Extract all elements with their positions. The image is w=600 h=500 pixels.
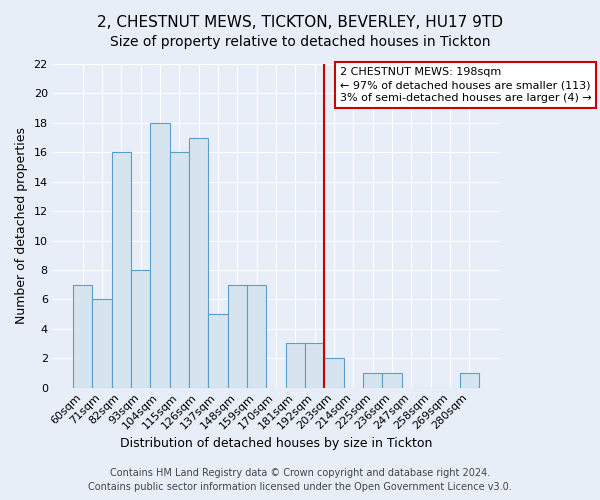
X-axis label: Distribution of detached houses by size in Tickton: Distribution of detached houses by size … bbox=[120, 437, 432, 450]
Bar bbox=[208, 314, 227, 388]
Y-axis label: Number of detached properties: Number of detached properties bbox=[15, 128, 28, 324]
Bar bbox=[363, 373, 382, 388]
Text: 2, CHESTNUT MEWS, TICKTON, BEVERLEY, HU17 9TD: 2, CHESTNUT MEWS, TICKTON, BEVERLEY, HU1… bbox=[97, 15, 503, 30]
Bar bbox=[151, 123, 170, 388]
Bar bbox=[92, 300, 112, 388]
Bar bbox=[325, 358, 344, 388]
Text: Size of property relative to detached houses in Tickton: Size of property relative to detached ho… bbox=[110, 35, 490, 49]
Bar bbox=[227, 284, 247, 388]
Bar bbox=[247, 284, 266, 388]
Bar bbox=[112, 152, 131, 388]
Bar bbox=[170, 152, 189, 388]
Bar bbox=[189, 138, 208, 388]
Text: 2 CHESTNUT MEWS: 198sqm
← 97% of detached houses are smaller (113)
3% of semi-de: 2 CHESTNUT MEWS: 198sqm ← 97% of detache… bbox=[340, 67, 592, 104]
Bar bbox=[305, 344, 325, 388]
Bar bbox=[460, 373, 479, 388]
Text: Contains HM Land Registry data © Crown copyright and database right 2024.
Contai: Contains HM Land Registry data © Crown c… bbox=[88, 468, 512, 492]
Bar bbox=[382, 373, 401, 388]
Bar bbox=[286, 344, 305, 388]
Bar bbox=[73, 284, 92, 388]
Bar bbox=[131, 270, 151, 388]
